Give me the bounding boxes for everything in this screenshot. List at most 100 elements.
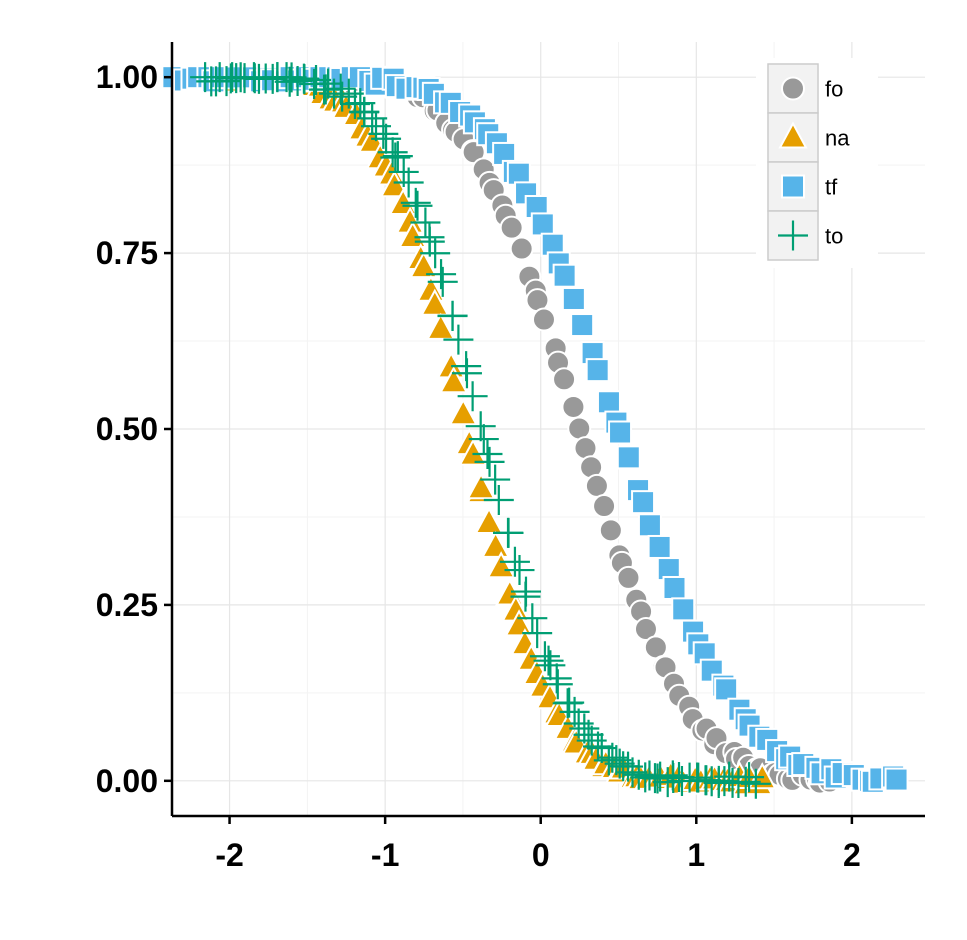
- legend-key-to: [767, 210, 819, 261]
- point-to: [426, 259, 457, 290]
- point-tf: [662, 575, 687, 600]
- point-to: [468, 424, 499, 455]
- point-to: [474, 446, 505, 477]
- point-to: [734, 762, 765, 793]
- point-to: [451, 351, 482, 382]
- point-na: [480, 530, 511, 558]
- point-to: [472, 438, 503, 469]
- x-tick-label: 2: [843, 837, 861, 873]
- point-to: [437, 300, 468, 331]
- point-fo: [561, 394, 586, 419]
- point-to: [617, 757, 648, 788]
- legend-label-to: to: [825, 224, 843, 249]
- point-to: [349, 96, 380, 127]
- point-to: [380, 142, 411, 173]
- x-tick-label: 0: [532, 837, 550, 873]
- point-fo: [598, 518, 623, 543]
- point-tf: [561, 286, 586, 311]
- point-to: [276, 62, 307, 93]
- point-na: [409, 251, 439, 279]
- point-tf: [570, 313, 595, 338]
- point-tf: [596, 390, 621, 415]
- point-na: [458, 438, 488, 466]
- point-na: [426, 312, 456, 340]
- point-to: [480, 464, 511, 495]
- point-fo: [584, 473, 609, 498]
- point-tf: [647, 534, 672, 559]
- point-to: [325, 73, 356, 104]
- legend-symbol-to: [778, 220, 808, 251]
- point-to: [510, 581, 541, 612]
- y-tick-label: 0.00: [96, 763, 158, 799]
- point-to: [443, 324, 474, 355]
- legend-symbol-tf: [781, 174, 805, 199]
- y-tick-label: 0.50: [96, 411, 158, 447]
- point-tf: [671, 597, 696, 622]
- point-tf: [616, 445, 641, 470]
- series-to: [190, 62, 771, 799]
- point-tf: [530, 212, 555, 237]
- point-to: [465, 411, 496, 442]
- x-tick-label: -2: [215, 837, 243, 873]
- point-to: [504, 555, 535, 586]
- legend: fo na tf to: [756, 58, 878, 268]
- point-tf: [884, 767, 909, 792]
- point-tf: [637, 513, 662, 538]
- point-to: [493, 517, 524, 548]
- point-to: [740, 768, 771, 799]
- point-to: [393, 167, 424, 198]
- point-to: [569, 713, 600, 744]
- point-to: [327, 81, 358, 112]
- point-to: [414, 226, 445, 257]
- point-tf: [714, 677, 739, 702]
- point-to: [410, 207, 441, 238]
- point-fo: [592, 494, 617, 519]
- point-fo: [531, 307, 556, 332]
- point-to: [483, 485, 514, 516]
- point-tf: [631, 490, 656, 515]
- point-to: [402, 190, 433, 221]
- point-to: [457, 381, 488, 412]
- y-tick-label: 0.75: [96, 235, 158, 271]
- y-tick-label: 0.25: [96, 587, 158, 623]
- point-na: [448, 398, 478, 426]
- point-to: [382, 141, 413, 172]
- point-na: [466, 472, 496, 500]
- point-tf: [552, 263, 577, 288]
- axes: 0.00 0.25 0.50 0.75 1.00 -2 -1 0 1 2: [96, 42, 925, 873]
- x-tick-label: -1: [371, 837, 399, 873]
- point-to: [683, 762, 714, 793]
- point-to: [400, 187, 431, 218]
- series-layer: [161, 61, 909, 799]
- point-to: [535, 650, 566, 681]
- point-to: [257, 63, 288, 94]
- legend-label-fo: fo: [825, 77, 843, 102]
- point-to: [427, 266, 458, 297]
- point-to: [533, 645, 564, 676]
- point-to: [371, 123, 402, 154]
- point-na: [474, 506, 504, 534]
- point-tf: [585, 358, 610, 383]
- point-na: [438, 366, 469, 394]
- legend-label-tf: tf: [825, 175, 838, 200]
- point-fo: [499, 215, 524, 240]
- point-tf: [608, 420, 633, 445]
- point-to: [377, 137, 408, 168]
- point-na: [379, 170, 410, 198]
- point-to: [357, 103, 388, 134]
- point-to: [542, 669, 573, 700]
- point-na: [420, 288, 450, 316]
- point-to: [368, 118, 399, 149]
- legend-symbol-fo: [781, 76, 805, 101]
- legend-label-na: na: [825, 126, 850, 151]
- legend-symbol-na: [778, 121, 808, 149]
- point-fo: [616, 565, 641, 590]
- point-fo: [567, 416, 592, 441]
- point-to: [601, 745, 632, 776]
- point-fo: [633, 617, 658, 642]
- point-fo: [509, 236, 534, 261]
- point-to: [420, 238, 451, 269]
- point-to: [499, 546, 530, 577]
- point-to: [522, 618, 553, 649]
